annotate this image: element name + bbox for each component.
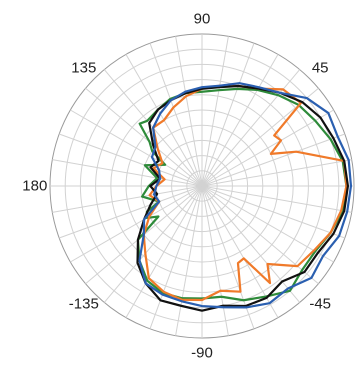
- grid-spoke: [201, 185, 334, 263]
- grid-spoke: [201, 159, 352, 187]
- clipped-corner-text: z: [0, 0, 1, 12]
- grid-spoke: [52, 159, 203, 187]
- grid-spoke: [201, 42, 255, 187]
- series-layer: [136, 82, 353, 312]
- grid-spoke: [175, 185, 203, 336]
- grid-spoke: [201, 36, 229, 187]
- grid-spoke: [201, 54, 279, 187]
- angle-tick-label: 90: [193, 10, 211, 28]
- grid-spoke: [201, 109, 334, 187]
- grid-spoke: [201, 185, 301, 303]
- grid-spoke: [201, 133, 346, 187]
- grid-spoke: [201, 185, 346, 239]
- angle-tick-label: -90: [191, 344, 213, 362]
- grid-spoke: [85, 87, 203, 187]
- grid-spoke: [149, 185, 203, 330]
- series-line-4: [138, 82, 353, 309]
- grid-spoke: [58, 185, 203, 239]
- grid-spoke: [103, 185, 203, 303]
- grid-spoke: [149, 42, 203, 187]
- grid-spoke: [175, 36, 203, 187]
- grid-spoke: [201, 185, 229, 336]
- grid-spoke: [52, 185, 203, 213]
- angle-tick-label: 135: [71, 59, 97, 77]
- series-line-1: [136, 87, 348, 302]
- angle-tick-label: -45: [309, 295, 332, 313]
- grid-spoke: [70, 109, 203, 187]
- series-line-3: [136, 84, 350, 312]
- grid-spoke: [201, 185, 352, 213]
- angle-tick-label: -135: [68, 295, 99, 313]
- grid-spoke: [70, 185, 203, 263]
- grid-spoke: [125, 185, 203, 318]
- grid-spoke: [58, 133, 203, 187]
- grid-spoke: [201, 185, 319, 285]
- angle-tick-label: 45: [311, 59, 329, 77]
- angle-tick-label: 180: [22, 177, 48, 195]
- polar-grid: [49, 33, 355, 339]
